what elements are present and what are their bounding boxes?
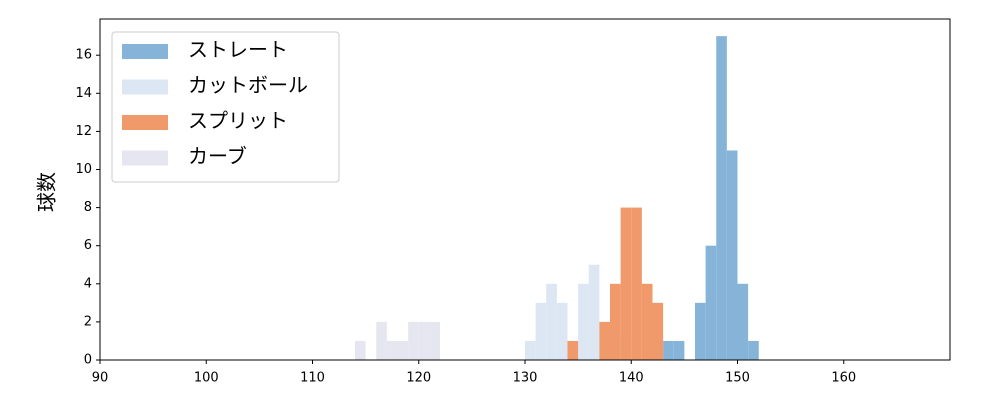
y-tick-label: 0 <box>84 353 92 368</box>
x-tick-label: 90 <box>92 371 109 386</box>
bar <box>418 321 430 360</box>
x-tick-label: 100 <box>194 371 219 386</box>
bar <box>652 302 664 360</box>
bar <box>748 340 759 360</box>
bar <box>535 302 547 360</box>
bar <box>705 245 717 360</box>
bar <box>726 150 738 360</box>
x-tick-label: 130 <box>513 371 538 386</box>
bar <box>376 321 387 360</box>
y-tick-label: 2 <box>84 314 92 329</box>
bar <box>408 321 419 360</box>
legend-swatch <box>122 150 168 166</box>
bar <box>355 340 366 360</box>
bar <box>716 36 727 360</box>
bar <box>578 283 589 360</box>
bar <box>641 283 653 360</box>
legend-label: ストレート <box>188 38 288 62</box>
bar <box>663 340 674 360</box>
y-tick-label: 6 <box>84 238 92 253</box>
bar <box>525 340 536 360</box>
bar <box>546 283 557 360</box>
bar <box>599 321 610 360</box>
bar <box>567 340 579 360</box>
y-tick-label: 8 <box>84 200 92 215</box>
bar <box>588 264 600 360</box>
bar <box>631 207 642 360</box>
bar <box>556 302 568 360</box>
y-axis-label: 球数 <box>35 172 59 212</box>
legend-label: スプリット <box>188 109 288 133</box>
legend-swatch <box>122 44 168 59</box>
bar <box>695 302 706 360</box>
bar <box>386 340 398 360</box>
legend-swatch <box>122 115 168 130</box>
legend-label: カットボール <box>188 73 308 97</box>
y-tick-label: 12 <box>75 124 92 139</box>
bar <box>673 340 685 360</box>
x-tick-label: 150 <box>725 371 750 386</box>
bar <box>429 321 440 360</box>
bar <box>620 207 632 360</box>
legend-label: カーブ <box>188 144 247 168</box>
x-tick-label: 110 <box>300 371 325 386</box>
legend-swatch <box>122 79 168 95</box>
x-tick-label: 140 <box>619 371 644 386</box>
y-tick-label: 10 <box>75 162 92 177</box>
legend-box <box>111 31 340 183</box>
x-tick-label: 120 <box>406 371 431 386</box>
y-tick-label: 14 <box>75 86 92 101</box>
y-tick-label: 16 <box>75 48 92 63</box>
y-tick-label: 4 <box>84 276 92 291</box>
x-tick-label: 160 <box>831 371 856 386</box>
bar <box>737 283 749 360</box>
bar <box>397 340 409 360</box>
bar <box>610 283 621 360</box>
